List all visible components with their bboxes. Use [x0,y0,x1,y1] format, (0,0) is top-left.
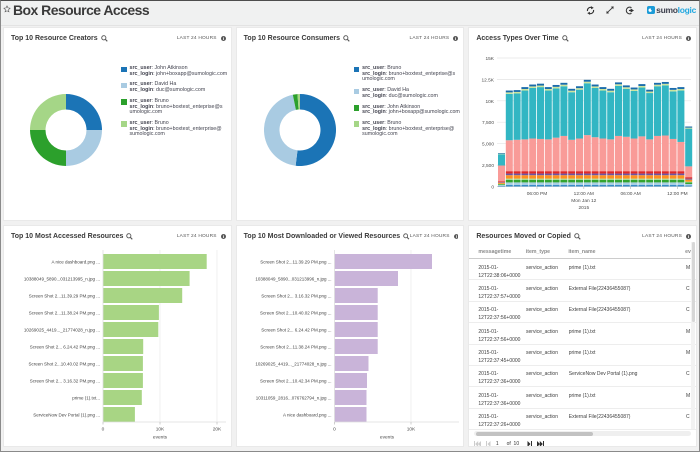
svg-text:Screen Shot 2... 3.16.32 PM.pn: Screen Shot 2... 3.16.32 PM.png ... [30,379,100,384]
svg-text:ServiceNow Dev Portal (1).png: ServiceNow Dev Portal (1).png ... [33,413,100,418]
svg-text:20K: 20K [213,427,222,433]
svg-text:Screen Shot 2...10.40.02 PM.pn: Screen Shot 2...10.40.02 PM.png ... [260,311,332,316]
svg-text:0: 0 [492,185,495,191]
svg-text:06:00 AM: 06:00 AM [621,191,641,197]
svg-text:Screen Shot 2...10.42.34 PM.pn: Screen Shot 2...10.42.34 PM.png ... [260,379,332,384]
svg-text:10K: 10K [406,427,415,433]
svg-text:7,500: 7,500 [482,120,494,126]
svg-text:12:00 PM: 12:00 PM [667,191,688,197]
svg-text:0: 0 [102,427,105,433]
svg-text:Screen Shot 2...10.40.02 PM.pn: Screen Shot 2...10.40.02 PM.png ... [28,362,100,367]
svg-text:06:00 PM: 06:00 PM [527,191,548,197]
svg-text:10311059_2816...076762794_n.jp: 10311059_2816...076762794_n.jpg ... [255,396,331,401]
svg-text:Screen Shot 2... 3.16.32 PM.pn: Screen Shot 2... 3.16.32 PM.png ... [261,294,331,299]
svg-text:5,000: 5,000 [482,142,494,148]
svg-text:10269025_4419..._21774028_n.jp: 10269025_4419..._21774028_n.jpg ... [255,362,331,367]
svg-text:Screen Shot 2...11.38.24 PM.pn: Screen Shot 2...11.38.24 PM.png ... [29,311,100,316]
svg-text:Screen Shot 2...11.39.29 PM.pn: Screen Shot 2...11.39.29 PM.png ... [29,294,100,299]
svg-text:Screen Shot 2... 6.24.42 PM.pn: Screen Shot 2... 6.24.42 PM.png ... [261,328,331,333]
svg-text:A nice dashboard.png ...: A nice dashboard.png ... [283,413,332,418]
svg-text:Screen Shot 2...11.38.24 PM.pn: Screen Shot 2...11.38.24 PM.png ... [260,345,331,350]
svg-text:10K: 10K [486,99,495,105]
svg-text:0: 0 [333,427,336,433]
svg-text:Mon Jan 12: Mon Jan 12 [572,198,597,204]
svg-text:Screen Shot 2...11.39.29 PM.pn: Screen Shot 2...11.39.29 PM.png ... [260,260,331,265]
svg-text:Screen Shot 2... 6.24.42 PM.pn: Screen Shot 2... 6.24.42 PM.png ... [30,345,100,350]
svg-text:events: events [153,435,168,441]
svg-text:10269025_4419..._21774028_n.jp: 10269025_4419..._21774028_n.jpg ... [24,328,100,333]
svg-text:12.5K: 12.5K [482,77,495,83]
svg-text:events: events [380,435,395,441]
svg-text:12:00 AM: 12:00 AM [574,191,594,197]
svg-text:15K: 15K [486,56,495,62]
svg-text:A nice dashboard.png ...: A nice dashboard.png ... [51,260,100,265]
svg-text:prime (1).txt...: prime (1).txt... [72,396,100,401]
svg-text:2015: 2015 [579,205,590,211]
svg-text:10388049_5890...031213996_n.jp: 10388049_5890...031213996_n.jpg ... [255,277,331,282]
svg-text:2,500: 2,500 [482,163,494,169]
svg-text:10388049_5890...031213995_n.jp: 10388049_5890...031213995_n.jpg ... [24,277,100,282]
svg-text:10K: 10K [156,427,165,433]
